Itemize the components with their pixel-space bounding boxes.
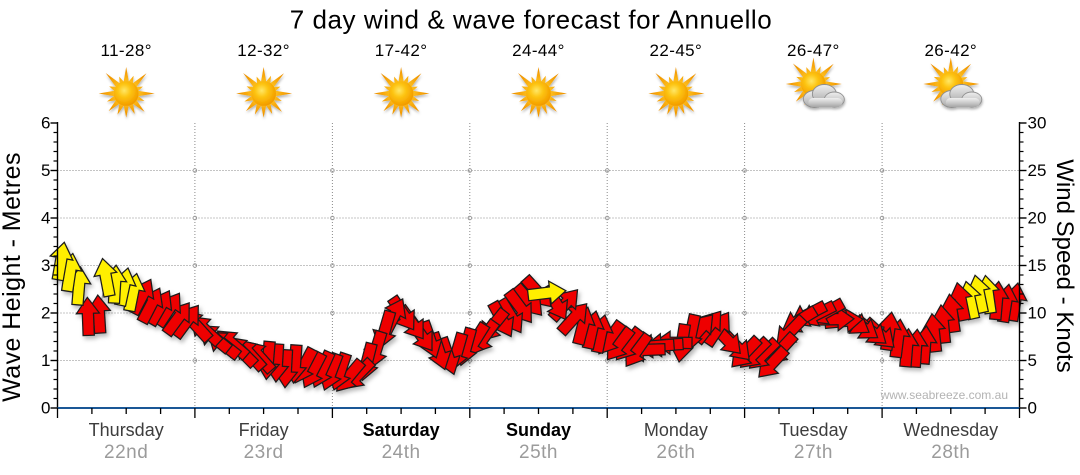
svg-text:25: 25: [1028, 161, 1047, 180]
svg-text:20: 20: [1028, 209, 1047, 228]
svg-text:Tuesday: Tuesday: [779, 420, 847, 440]
svg-text:11-28°: 11-28°: [100, 41, 151, 60]
svg-text:Friday: Friday: [239, 420, 289, 440]
svg-text:28th: 28th: [931, 442, 970, 463]
svg-text:0: 0: [1028, 399, 1037, 418]
svg-text:5: 5: [41, 161, 50, 180]
svg-text:30: 30: [1028, 114, 1047, 133]
svg-text:24-44°: 24-44°: [512, 41, 565, 60]
svg-text:26-47°: 26-47°: [787, 41, 840, 60]
svg-text:Saturday: Saturday: [363, 420, 440, 440]
svg-text:5: 5: [1028, 351, 1037, 370]
svg-text:26th: 26th: [656, 442, 695, 463]
svg-text:7 day wind & wave forecast for: 7 day wind & wave forecast for Annuello: [290, 5, 773, 35]
svg-text:2: 2: [41, 304, 50, 323]
svg-text:Wave Height - Metres: Wave Height - Metres: [0, 152, 26, 402]
svg-text:6: 6: [41, 114, 50, 133]
svg-text:24th: 24th: [382, 442, 421, 463]
svg-text:3: 3: [41, 256, 50, 275]
svg-text:0: 0: [41, 399, 50, 418]
svg-text:Thursday: Thursday: [89, 420, 164, 440]
svg-text:1: 1: [41, 351, 50, 370]
svg-text:www.seabreeze.com.au: www.seabreeze.com.au: [880, 388, 1008, 402]
svg-text:27th: 27th: [794, 442, 833, 463]
svg-text:Wednesday: Wednesday: [903, 420, 998, 440]
svg-text:12-32°: 12-32°: [237, 41, 290, 60]
svg-text:15: 15: [1028, 256, 1047, 275]
svg-text:25th: 25th: [519, 442, 558, 463]
svg-text:26-42°: 26-42°: [924, 41, 977, 60]
svg-text:23rd: 23rd: [244, 442, 284, 463]
svg-text:Wind Speed - Knots: Wind Speed - Knots: [1051, 159, 1078, 372]
svg-text:10: 10: [1028, 304, 1047, 323]
svg-text:Sunday: Sunday: [506, 420, 571, 440]
svg-text:Monday: Monday: [644, 420, 708, 440]
svg-text:22nd: 22nd: [104, 442, 148, 463]
svg-text:22-45°: 22-45°: [650, 41, 703, 60]
svg-text:17-42°: 17-42°: [375, 41, 428, 60]
svg-text:4: 4: [41, 209, 50, 228]
